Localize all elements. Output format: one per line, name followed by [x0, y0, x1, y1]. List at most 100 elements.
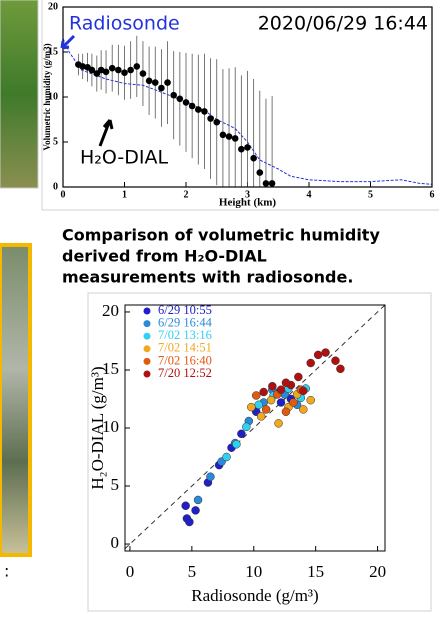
caption-line: derived from H₂O-DIAL	[62, 247, 267, 266]
point	[289, 398, 298, 407]
dial-point	[158, 84, 165, 92]
x-tick-label: 2	[184, 189, 189, 200]
y-tick-label: 20	[48, 1, 58, 12]
x-tick-label: 3	[245, 189, 250, 200]
dial-point	[145, 77, 153, 85]
plot-border	[62, 6, 433, 188]
point	[321, 348, 330, 357]
x-axis-label: Height (km)	[219, 197, 276, 209]
annotation: Radiosonde	[69, 13, 180, 35]
point	[259, 387, 268, 397]
legend-label: 7/02 14:51	[158, 341, 212, 355]
x-tick-label: 4	[307, 189, 312, 200]
arrow	[98, 119, 114, 147]
photo	[0, 0, 39, 189]
point	[276, 385, 286, 394]
chart-height-profile: 0 5 10 15 20 0 1 2 3 4 5 6 2020/06/29 16:44 Radiosond…	[42, 1, 435, 209]
dial-point	[164, 79, 171, 86]
dial-point	[207, 115, 214, 122]
point	[276, 398, 286, 407]
y-tick-label: 0	[111, 533, 120, 552]
photo	[0, 243, 32, 557]
point	[181, 501, 190, 510]
dial-point	[127, 66, 134, 74]
dial-point	[151, 79, 159, 86]
point	[281, 378, 291, 387]
dial-point	[139, 70, 147, 77]
legend-label: 7/02 13:16	[158, 328, 212, 342]
y-axis-label: Volumetric humidity (g/m3)	[42, 43, 52, 150]
point	[306, 395, 315, 405]
y-tick-label: 10	[102, 417, 119, 436]
dial-point	[256, 169, 264, 176]
point	[268, 381, 277, 391]
dial-point	[219, 131, 227, 139]
point	[299, 405, 308, 414]
x-tick-label: 15	[307, 562, 324, 581]
point	[299, 386, 308, 396]
legend-marker	[143, 357, 151, 365]
dial-point	[115, 66, 122, 74]
x-tick-label: 10	[245, 562, 262, 581]
x-tick-label: 6	[430, 189, 435, 200]
point	[191, 506, 200, 515]
annotation-bg	[78, 145, 166, 169]
dial-point	[102, 68, 110, 76]
x-tick-label: 20	[369, 562, 386, 581]
caption-line: Comparison of volumetric humidity	[62, 226, 380, 245]
dial-point	[262, 180, 270, 187]
y-axis-label: H₂O-DIAL (g/m³)	[88, 366, 107, 489]
caption-line: measurements with radiosonde.	[62, 268, 353, 287]
dial-point	[133, 63, 141, 70]
dial-point	[238, 145, 245, 153]
y-tick-label: 15	[102, 359, 119, 378]
chart-frame	[87, 292, 432, 612]
chart-title: 2020/06/29 16:44	[258, 13, 428, 35]
dial-point	[88, 66, 96, 74]
y-tick-label: 10	[48, 91, 58, 102]
point	[206, 472, 215, 481]
point	[256, 412, 266, 421]
point	[237, 429, 246, 439]
point	[294, 372, 303, 382]
point	[306, 358, 315, 368]
chart-comparison: Comparison of volumetric humidity derived…	[62, 226, 386, 605]
y-tick-label: 20	[102, 301, 119, 320]
dial-point	[188, 102, 196, 110]
plot-border	[124, 304, 386, 552]
point	[274, 419, 283, 428]
point	[247, 402, 256, 412]
x-tick-label: 0	[61, 189, 66, 200]
legend-label: 6/29 16:44	[158, 315, 213, 329]
plot-content	[63, 35, 432, 187]
x-tick-label: 5	[368, 189, 373, 200]
legend-label: 7/20 12:52	[158, 366, 212, 380]
chart-frame	[41, 0, 439, 211]
annotation: H₂O-DIAL	[80, 147, 168, 169]
legend-marker	[143, 307, 151, 315]
dial-point	[250, 154, 257, 162]
y-tick-label: 0	[53, 181, 58, 192]
legend-marker	[143, 345, 151, 353]
dial-point	[79, 63, 86, 70]
point	[336, 364, 345, 374]
x-axis-label: Radiosonde (g/m³)	[191, 586, 318, 605]
point	[261, 405, 271, 414]
point	[281, 407, 291, 417]
legend-label: 7/02 16:40	[158, 353, 212, 367]
dial-point	[176, 95, 184, 103]
x-tick-label: 1	[122, 189, 127, 200]
point	[232, 439, 241, 449]
dial-point	[182, 99, 190, 106]
dial-point	[170, 91, 177, 99]
point	[222, 452, 231, 462]
legend-label: 6/29 10:55	[158, 303, 212, 317]
dial-point	[268, 180, 276, 187]
legend-marker	[143, 320, 151, 328]
y-tick-label: 5	[53, 136, 58, 147]
dial-point	[225, 133, 233, 140]
dial-point	[195, 106, 202, 113]
dial-point	[108, 64, 116, 72]
x-tick-label: 5	[188, 562, 197, 581]
